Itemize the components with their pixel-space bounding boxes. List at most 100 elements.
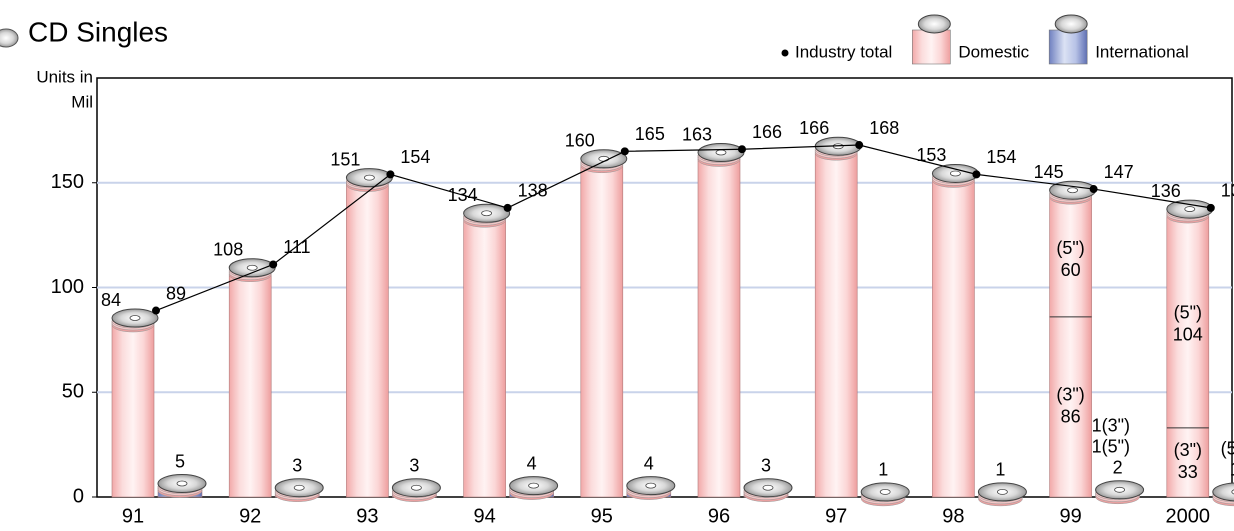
value-label: 154 xyxy=(986,147,1016,167)
value-label: 5 xyxy=(175,451,185,471)
disc-hole xyxy=(997,489,1008,495)
segment-label: (3") xyxy=(1174,440,1202,460)
total-point xyxy=(855,141,864,150)
segment-value: 33 xyxy=(1178,462,1198,482)
disc-hole xyxy=(715,149,727,156)
x-tick-label: 2000 xyxy=(1166,505,1211,527)
segment-value: 60 xyxy=(1061,260,1081,280)
disc-hole xyxy=(293,484,305,491)
x-tick-label: 99 xyxy=(1059,505,1081,527)
disc-hole xyxy=(246,264,258,271)
value-label: 4 xyxy=(644,453,654,473)
value-label: 168 xyxy=(869,118,899,138)
value-label: 84 xyxy=(101,290,121,310)
disc-hole xyxy=(1184,206,1196,212)
disc-top xyxy=(1212,482,1234,502)
total-point xyxy=(1089,185,1098,194)
y-axis-label: Units in xyxy=(36,67,93,86)
total-point xyxy=(152,306,160,315)
disc-hole xyxy=(1067,187,1078,194)
disc-hole xyxy=(528,482,539,489)
bar-domestic xyxy=(697,155,741,498)
legend-label: Domestic xyxy=(958,42,1029,61)
value-label: 163 xyxy=(682,124,712,144)
value-label: 136 xyxy=(1151,181,1181,201)
segment-label: (5") xyxy=(1102,437,1130,457)
legend-disc xyxy=(1054,14,1088,34)
bar-domestic xyxy=(228,270,272,498)
x-tick-label: 97 xyxy=(825,505,847,527)
total-point xyxy=(738,145,746,154)
disc-hole xyxy=(879,489,891,495)
legend-marker xyxy=(1048,29,1088,65)
bar-domestic xyxy=(1166,211,1210,498)
x-tick-label: 93 xyxy=(356,505,378,527)
total-point xyxy=(269,260,278,269)
value-label: 145 xyxy=(1034,162,1064,182)
title-icon xyxy=(0,28,19,48)
bar-domestic xyxy=(932,176,975,498)
disc-hole xyxy=(950,170,961,177)
bars xyxy=(111,136,1234,507)
y-tick-label: 150 xyxy=(51,171,84,193)
x-tick-label: 94 xyxy=(473,505,495,527)
legend: Industry total Domestic International xyxy=(781,14,1189,65)
total-point xyxy=(386,170,395,179)
chart-title: CD Singles xyxy=(28,16,168,47)
bar-domestic xyxy=(346,180,389,498)
legend-marker xyxy=(781,49,789,57)
value-label: 1 xyxy=(1230,460,1234,480)
y-tick-label: 0 xyxy=(73,485,84,507)
value-label: 147 xyxy=(1104,162,1134,182)
value-label: 4 xyxy=(527,453,537,473)
segment-value: 86 xyxy=(1061,407,1081,427)
disc-hole xyxy=(129,315,141,321)
value-label: 138 xyxy=(518,181,548,201)
x-tick-label: 91 xyxy=(122,505,144,527)
value-label: 2 xyxy=(1113,458,1123,478)
total-point xyxy=(620,147,629,156)
segment-label: (3") xyxy=(1056,385,1084,405)
disc-hole xyxy=(176,480,188,487)
y-axis-label: Mil xyxy=(71,92,93,111)
disc-hole xyxy=(1231,489,1234,495)
segment-value: 1 xyxy=(1092,437,1102,457)
legend-label: Industry total xyxy=(795,42,892,61)
bar-domestic xyxy=(814,148,858,498)
value-label: 108 xyxy=(213,239,243,259)
segment-label: (3") xyxy=(1102,416,1130,436)
x-tick-label: 96 xyxy=(708,505,730,527)
value-label: 3 xyxy=(409,455,419,475)
value-label: 153 xyxy=(916,145,946,165)
value-label: 165 xyxy=(635,124,665,144)
value-label: 160 xyxy=(565,131,595,151)
value-label: 3 xyxy=(761,455,771,475)
value-label: 151 xyxy=(330,149,360,169)
total-line xyxy=(155,144,1211,312)
segment-value: 1 xyxy=(1092,416,1102,436)
value-label: 138 xyxy=(1221,181,1234,201)
x-tick-label: 95 xyxy=(591,505,613,527)
value-label: 1 xyxy=(878,460,888,480)
value-label: 154 xyxy=(400,147,430,167)
value-label: 111 xyxy=(283,237,310,257)
total-point xyxy=(503,203,512,212)
segment-label: (5") xyxy=(1221,439,1234,459)
segment-label: (5") xyxy=(1056,238,1084,258)
total-point xyxy=(972,170,981,179)
disc-hole xyxy=(363,174,375,181)
x-tick-label: 92 xyxy=(239,505,261,527)
value-label: 3 xyxy=(292,455,302,475)
segment xyxy=(1213,495,1234,497)
bar-domestic xyxy=(111,320,155,498)
value-label: 166 xyxy=(799,118,829,138)
y-tick-label: 50 xyxy=(62,381,84,403)
disc-hole xyxy=(481,210,493,217)
bar-domestic xyxy=(463,215,506,498)
x-tick-label: 98 xyxy=(942,505,964,527)
y-tick-label: 100 xyxy=(51,276,84,298)
disc-hole xyxy=(410,484,422,491)
disc-hole xyxy=(598,155,610,162)
legend-disc xyxy=(917,14,951,34)
